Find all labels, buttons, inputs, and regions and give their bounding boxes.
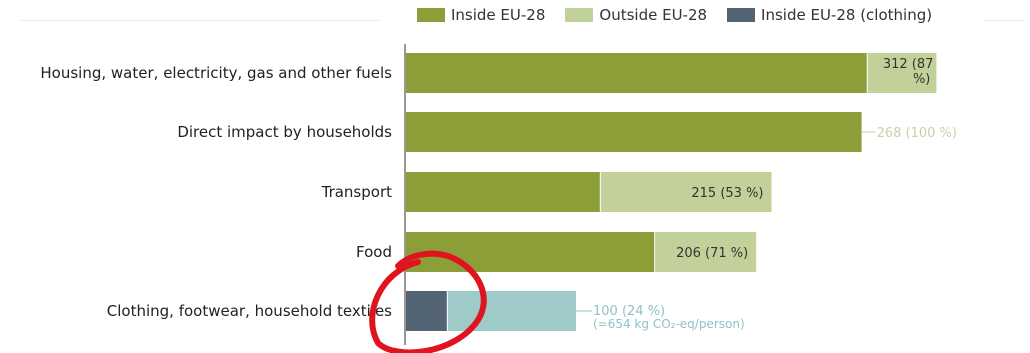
bar-inside [406, 172, 600, 212]
bar-inside [406, 53, 867, 93]
bar-inside [406, 112, 862, 152]
top-rule-left [20, 20, 380, 21]
category-label: Direct impact by households [177, 123, 392, 141]
category-label: Clothing, footwear, household textiles [107, 302, 392, 320]
bar-outside [655, 232, 757, 272]
top-rule-right [985, 20, 1025, 21]
legend-item-outside[interactable]: Outside EU-28 [565, 6, 707, 24]
legend-swatch-inside-clothing [727, 8, 756, 22]
data-label: 268 (100 %) [877, 126, 957, 141]
legend-swatch-inside [417, 8, 445, 22]
legend-item-inside[interactable]: Inside EU-28 [417, 6, 545, 24]
data-label: %) [913, 72, 930, 87]
bar-outside [600, 172, 772, 212]
category-label: Transport [321, 183, 393, 201]
category-label: Food [356, 243, 392, 261]
data-label: 206 (71 %) [676, 246, 748, 261]
legend-label-inside-clothing: Inside EU-28 (clothing) [761, 6, 933, 24]
bar-inside [406, 291, 447, 331]
data-label: (=654 kg CO₂-eq/person) [593, 317, 745, 331]
legend: Inside EU-28 Outside EU-28 Inside EU-28 … [417, 6, 952, 24]
legend-label-outside: Outside EU-28 [599, 6, 708, 24]
bar-outside [867, 53, 937, 93]
bar-inside [406, 232, 655, 272]
legend-swatch-outside [565, 8, 594, 22]
data-label: 215 (53 %) [691, 186, 763, 201]
bar-outside [447, 291, 576, 331]
legend-item-inside-clothing[interactable]: Inside EU-28 (clothing) [727, 6, 932, 24]
legend-label-inside: Inside EU-28 [451, 6, 546, 24]
data-label: 100 (24 %) [593, 304, 665, 319]
data-label: 312 (87 [883, 57, 934, 72]
category-label: Housing, water, electricity, gas and oth… [40, 64, 392, 82]
